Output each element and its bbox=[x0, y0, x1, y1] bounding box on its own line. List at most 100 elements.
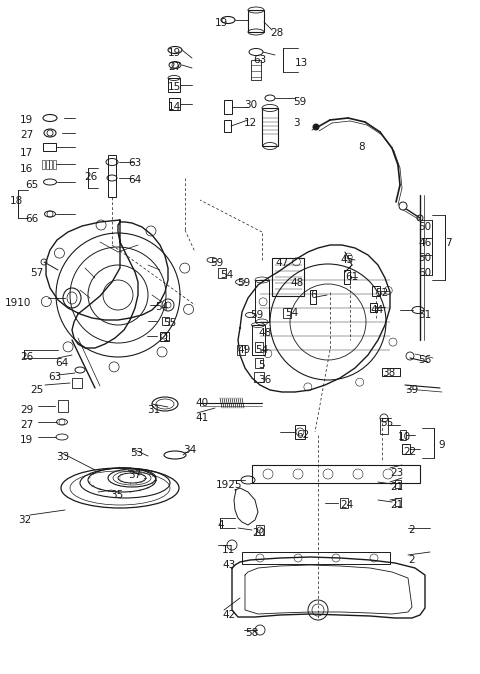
Text: 54: 54 bbox=[220, 270, 233, 280]
Text: 63: 63 bbox=[253, 55, 266, 65]
Bar bbox=[248, 10, 264, 32]
Text: 49: 49 bbox=[237, 345, 250, 355]
Bar bbox=[162, 317, 169, 325]
Text: 1925: 1925 bbox=[216, 480, 242, 490]
Bar bbox=[242, 552, 390, 564]
Text: 22: 22 bbox=[403, 447, 416, 457]
Text: 46: 46 bbox=[418, 238, 431, 248]
Text: 8: 8 bbox=[358, 142, 365, 152]
Bar bbox=[58, 400, 68, 412]
Text: 20: 20 bbox=[252, 528, 265, 538]
Text: 16: 16 bbox=[20, 164, 33, 174]
Text: 43: 43 bbox=[222, 560, 235, 570]
Bar bbox=[344, 270, 350, 284]
Text: 37: 37 bbox=[128, 470, 141, 480]
Bar bbox=[402, 444, 410, 454]
Bar bbox=[310, 290, 316, 304]
Bar bbox=[400, 430, 406, 440]
Bar bbox=[255, 342, 263, 352]
Bar bbox=[108, 155, 116, 197]
Text: 39: 39 bbox=[405, 385, 418, 395]
Text: 7: 7 bbox=[445, 238, 452, 248]
Text: 59: 59 bbox=[293, 97, 306, 107]
Bar bbox=[252, 465, 420, 483]
Bar bbox=[256, 525, 264, 535]
Text: 60: 60 bbox=[418, 268, 431, 278]
Text: 44: 44 bbox=[370, 305, 383, 315]
Text: 24: 24 bbox=[340, 500, 353, 510]
Text: 36: 36 bbox=[258, 375, 271, 385]
Text: 58: 58 bbox=[245, 628, 258, 638]
Text: 50: 50 bbox=[418, 253, 431, 263]
Bar bbox=[218, 268, 226, 278]
Bar bbox=[380, 418, 388, 434]
Text: 11: 11 bbox=[222, 545, 235, 555]
Text: 14: 14 bbox=[168, 102, 181, 112]
Text: 48: 48 bbox=[290, 278, 303, 288]
Text: 1: 1 bbox=[163, 333, 169, 343]
Text: 27: 27 bbox=[20, 130, 33, 140]
Text: 27: 27 bbox=[20, 420, 33, 430]
Bar bbox=[254, 372, 264, 382]
Text: 54: 54 bbox=[285, 308, 298, 318]
Text: 21: 21 bbox=[390, 482, 403, 492]
Bar bbox=[251, 60, 261, 80]
Text: 52: 52 bbox=[375, 288, 388, 298]
Text: 18: 18 bbox=[10, 196, 23, 206]
Text: 48: 48 bbox=[258, 328, 271, 338]
Circle shape bbox=[399, 202, 407, 210]
Text: 2: 2 bbox=[408, 525, 415, 535]
Text: 59: 59 bbox=[237, 278, 250, 288]
Bar bbox=[43, 143, 56, 151]
Text: 6: 6 bbox=[310, 290, 317, 300]
Text: 56: 56 bbox=[418, 355, 431, 365]
Text: 13: 13 bbox=[295, 58, 308, 68]
Text: 51: 51 bbox=[418, 310, 431, 320]
Bar bbox=[283, 308, 291, 318]
Bar bbox=[224, 120, 231, 132]
Text: 12: 12 bbox=[244, 118, 257, 128]
Bar bbox=[295, 425, 305, 439]
Text: 50: 50 bbox=[418, 222, 431, 232]
Bar bbox=[160, 332, 169, 341]
Text: 26: 26 bbox=[20, 352, 33, 362]
Bar bbox=[340, 498, 348, 508]
Text: 41: 41 bbox=[195, 413, 208, 423]
Text: 27: 27 bbox=[168, 62, 181, 72]
Text: 28: 28 bbox=[270, 28, 283, 38]
Bar bbox=[237, 345, 245, 355]
Bar bbox=[272, 258, 304, 296]
Text: 25: 25 bbox=[30, 385, 43, 395]
Text: 15: 15 bbox=[168, 82, 181, 92]
Text: 31: 31 bbox=[147, 405, 160, 415]
Text: 38: 38 bbox=[382, 368, 395, 378]
Text: 19: 19 bbox=[168, 48, 181, 58]
Text: 29: 29 bbox=[20, 405, 33, 415]
Bar bbox=[255, 358, 263, 368]
Bar bbox=[168, 78, 180, 92]
Bar bbox=[224, 100, 232, 114]
Text: 23: 23 bbox=[390, 468, 403, 478]
Bar bbox=[395, 498, 401, 506]
Text: 19: 19 bbox=[20, 115, 33, 125]
Text: 47: 47 bbox=[275, 258, 288, 268]
Bar bbox=[49, 160, 52, 169]
Text: 32: 32 bbox=[18, 515, 31, 525]
Text: 2: 2 bbox=[408, 555, 415, 565]
Text: 59: 59 bbox=[210, 258, 223, 268]
Text: 53: 53 bbox=[130, 448, 143, 458]
Text: 33: 33 bbox=[56, 452, 69, 462]
Text: 34: 34 bbox=[183, 445, 196, 455]
Bar bbox=[262, 108, 278, 146]
Text: 65: 65 bbox=[25, 180, 38, 190]
Text: 66: 66 bbox=[25, 214, 38, 224]
Bar bbox=[395, 480, 401, 488]
Bar bbox=[255, 280, 269, 322]
Text: 21: 21 bbox=[390, 500, 403, 510]
Text: 54: 54 bbox=[155, 302, 168, 312]
Text: 19: 19 bbox=[215, 18, 228, 28]
Text: 26: 26 bbox=[84, 172, 97, 182]
Bar bbox=[46, 160, 48, 169]
Text: 57: 57 bbox=[30, 268, 43, 278]
Text: 62: 62 bbox=[296, 430, 309, 440]
